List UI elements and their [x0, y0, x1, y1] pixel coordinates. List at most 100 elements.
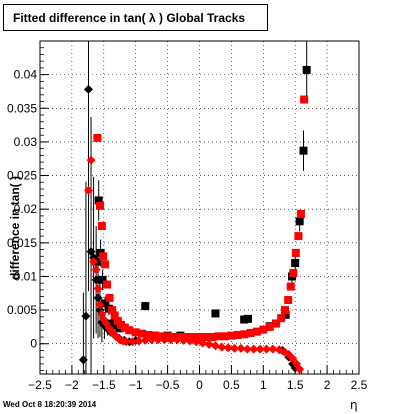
x-tick-label: 0.5 — [223, 378, 240, 392]
x-tick-label: −0.5 — [156, 378, 180, 392]
data-point-square — [233, 330, 242, 339]
data-point-square — [163, 332, 172, 341]
data-point-square — [141, 302, 150, 311]
data-point-square — [281, 310, 290, 319]
data-point-square — [284, 296, 293, 304]
data-point-square — [195, 333, 204, 341]
data-point-diamond — [83, 185, 93, 195]
data-point-square — [208, 333, 217, 341]
data-point-square — [201, 333, 210, 341]
data-point-square — [221, 332, 230, 341]
data-point-diamond — [288, 354, 298, 364]
data-point-square — [291, 259, 300, 267]
data-point-diamond — [147, 335, 157, 345]
data-point-diamond — [179, 335, 189, 345]
data-point-square — [110, 311, 119, 320]
data-point-diamond — [95, 300, 105, 310]
x-tick-label: 2 — [324, 378, 331, 392]
data-point-square — [169, 333, 178, 341]
data-point-diamond — [249, 344, 259, 354]
data-point-square — [211, 309, 220, 318]
data-point-square — [176, 333, 185, 341]
data-point-diamond — [134, 336, 144, 346]
data-point-square — [243, 314, 252, 323]
data-point-square — [93, 133, 102, 142]
data-point-diamond — [91, 265, 101, 275]
data-point-square — [157, 332, 166, 341]
data-point-square — [120, 323, 129, 332]
x-tick-label: 2.5 — [351, 378, 368, 392]
x-tick-label: −2 — [65, 378, 79, 392]
data-point-diamond — [166, 335, 176, 345]
data-point-square — [296, 209, 305, 218]
data-point-square — [252, 327, 261, 336]
data-point-square — [102, 280, 111, 289]
data-point-square — [111, 320, 120, 329]
data-point-square — [240, 330, 249, 339]
data-point-square — [286, 282, 295, 291]
data-point-square — [144, 330, 153, 339]
data-point-diamond — [86, 155, 96, 165]
data-point-square — [259, 325, 268, 334]
axes: −2.5 −2 −1.5 −1 −0.5 0 0.5 1 1.5 2 2.5 0 0.005 0.01 0.… — [7, 47, 368, 392]
y-tick-label: 0.005 — [7, 303, 37, 317]
data-point-diamond — [236, 343, 246, 353]
x-tick-label: −1 — [129, 378, 143, 392]
data-point-diamond — [242, 344, 252, 354]
data-point-square — [277, 314, 286, 323]
data-point-square — [99, 252, 108, 261]
y-tick-label: 0 — [30, 337, 37, 351]
x-tick-label: −2.5 — [28, 378, 52, 392]
data-point-square — [97, 222, 106, 230]
chart-title-box: Fitted difference in tan( λ ) Global Tra… — [3, 4, 268, 31]
data-point-diamond — [89, 257, 99, 267]
data-point-square — [101, 260, 110, 269]
y-tick-label: 0.015 — [7, 236, 37, 250]
y-tick-label: 0.03 — [14, 135, 38, 149]
x-tick-label: 0 — [196, 378, 203, 392]
data-point-square — [300, 95, 309, 104]
y-tick-label: 0.01 — [14, 269, 38, 283]
data-point-square — [113, 316, 122, 325]
data-point-diamond — [210, 341, 220, 351]
data-point-square — [289, 269, 298, 278]
y-tick-label: 0.04 — [14, 68, 38, 82]
timestamp: Wed Oct 8 18:20:39 2014 — [3, 400, 97, 409]
data-point-square — [94, 196, 103, 205]
x-axis-label: η — [350, 398, 358, 412]
data-point-diamond — [93, 284, 103, 294]
data-point-diamond — [128, 337, 138, 347]
data-point-square — [294, 232, 303, 241]
data-point-diamond — [191, 337, 201, 347]
data-point-square — [108, 306, 117, 315]
data-point-diamond — [230, 343, 240, 353]
data-point-diamond — [140, 335, 150, 345]
data-point-diamond — [81, 311, 91, 321]
data-point-square — [291, 248, 300, 257]
data-point-diamond — [185, 336, 195, 346]
data-point-square — [182, 333, 191, 341]
data-point-square — [131, 328, 140, 337]
y-tick-label: 0.02 — [14, 202, 38, 216]
data-point-diamond — [121, 337, 131, 347]
data-point-square — [299, 146, 308, 155]
data-point-diamond — [268, 344, 278, 354]
y-axis-label: difference in tan( ) — [8, 175, 22, 280]
data-point-square — [272, 319, 281, 328]
data-points — [78, 41, 311, 374]
data-point-diamond — [255, 344, 265, 354]
x-tick-label: 1.5 — [287, 378, 304, 392]
data-point-square — [101, 299, 110, 308]
y-tick-label: 0.025 — [7, 169, 37, 183]
data-point-square — [302, 65, 311, 74]
data-point-diamond — [159, 335, 169, 345]
data-point-square — [227, 331, 236, 340]
chart-title: Fitted difference in tan( λ ) Global Tra… — [13, 10, 246, 25]
data-point-square — [105, 293, 114, 302]
data-point-diamond — [217, 342, 227, 352]
data-point-diamond — [83, 84, 93, 94]
data-point-square — [265, 322, 274, 331]
x-tick-label: −1.5 — [92, 378, 116, 392]
data-point-diamond — [153, 335, 163, 345]
data-point-square — [280, 306, 289, 315]
